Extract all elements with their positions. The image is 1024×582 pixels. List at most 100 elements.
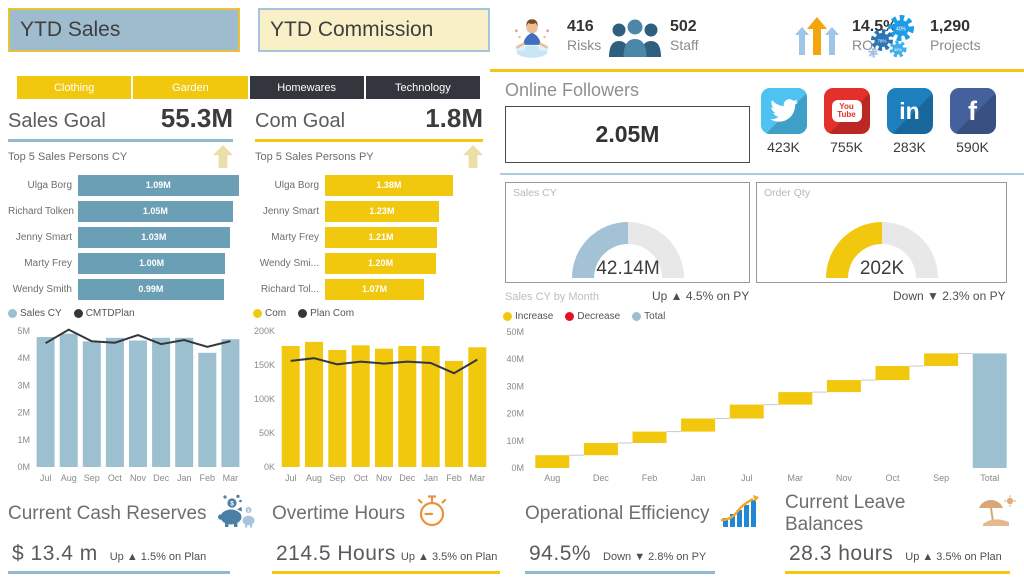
online-followers-value: 2.05M: [595, 121, 660, 147]
top5-salespersons-py-chart[interactable]: Ulga Borg 1.38M Jenny Smart 1.23M Marty …: [255, 172, 487, 303]
top5-bar-row[interactable]: Jenny Smart 1.03M: [8, 224, 240, 250]
svg-text:Feb: Feb: [642, 473, 658, 483]
svg-text:10M: 10M: [506, 436, 524, 446]
top5-bar-row[interactable]: Richard Tolken 1.05M: [8, 198, 240, 224]
salesperson-bar[interactable]: 1.07M: [325, 278, 424, 300]
sales-cy-gauge[interactable]: Sales CY 42.14M: [505, 182, 750, 283]
salesperson-bar[interactable]: 1.00M: [78, 252, 226, 274]
salesperson-bar[interactable]: 1.21M: [325, 226, 437, 248]
tab-clothing[interactable]: Clothing: [17, 76, 132, 99]
svg-text:Oct: Oct: [108, 473, 123, 483]
current-leave-balances-card[interactable]: Current Leave Balances 28.3 hours Up ▲ 3…: [785, 492, 1017, 580]
salesperson-bar[interactable]: 1.09M: [78, 174, 239, 196]
salesperson-bar[interactable]: 1.20M: [325, 252, 437, 274]
sales-cy-by-month-waterfall-chart[interactable]: 0M 10M 20M 30M 40M 50M Aug Dec Feb Jan Jul Mar Nov Oc…: [500, 326, 1018, 486]
staff-label: Staff: [670, 37, 699, 54]
svg-text:3M: 3M: [17, 380, 30, 390]
svg-text:0M: 0M: [511, 463, 524, 473]
social-follower-tiles: 423K You Tube 755K in 283K f 590K: [760, 88, 996, 155]
bar-growth-icon: [719, 494, 761, 534]
svg-text:2M: 2M: [17, 408, 30, 418]
svg-text:100K: 100K: [254, 394, 275, 404]
com-legend-label: Com: [265, 308, 287, 319]
twitter-tile[interactable]: 423K: [760, 88, 807, 155]
top5-bar-row[interactable]: Wendy Smith 0.99M: [8, 276, 240, 302]
svg-text:4M: 4M: [17, 353, 30, 363]
salesperson-name: Richard Tolken: [8, 205, 74, 217]
overtime-hours-card[interactable]: Overtime Hours 214.5 Hours Up ▲ 3.5% on …: [272, 494, 512, 580]
sales-cy-legend-label: Sales CY: [20, 308, 62, 319]
kpi-roi[interactable]: 14.5% ROI: [790, 8, 897, 64]
salesperson-name: Marty Frey: [24, 257, 72, 269]
linkedin-followers: 283K: [893, 139, 926, 155]
cash-reserves-delta: Up ▲ 1.5% on Plan: [109, 551, 207, 563]
svg-text:50M: 50M: [506, 327, 524, 337]
overtime-hours-delta: Up ▲ 3.5% on Plan: [400, 551, 498, 563]
tab-technology[interactable]: Technology: [365, 76, 480, 99]
sales-cy-legend-dot: [8, 309, 17, 318]
linkedin-tile[interactable]: in 283K: [886, 88, 933, 155]
up-arrow-icon: [213, 145, 233, 168]
salesperson-bar[interactable]: 1.38M: [325, 174, 453, 196]
svg-text:Jan: Jan: [691, 473, 706, 483]
total-legend-label: Total: [644, 311, 666, 322]
kpi-projects[interactable]: 40% 78% 45% 1,290 Projects: [868, 8, 981, 64]
com-vs-plan-chart[interactable]: 0K 50K 100K 150K 200K Jul Aug Sep Oct Nov Dec Jan Fe…: [253, 323, 493, 487]
top5-bar-row[interactable]: Jenny Smart 1.23M: [255, 198, 487, 224]
top5-bar-row[interactable]: Ulga Borg 1.09M: [8, 172, 240, 198]
top5-bar-row[interactable]: Ulga Borg 1.38M: [255, 172, 487, 198]
facebook-icon: f: [949, 88, 996, 134]
top5-bar-row[interactable]: Marty Frey 1.00M: [8, 250, 240, 276]
svg-text:Nov: Nov: [376, 473, 393, 483]
overtime-hours-title: Overtime Hours: [272, 503, 406, 524]
order-qty-gauge[interactable]: Order Qty 202K: [756, 182, 1007, 283]
online-followers-card[interactable]: 2.05M: [505, 106, 750, 163]
svg-text:Mar: Mar: [470, 473, 486, 483]
increase-legend-dot: [503, 312, 512, 321]
salesperson-bar[interactable]: 1.03M: [78, 226, 230, 248]
top5-bar-row[interactable]: Wendy Smi... 1.20M: [255, 250, 487, 276]
svg-text:Jul: Jul: [40, 473, 52, 483]
svg-text:78%: 78%: [877, 39, 886, 44]
salesperson-bar[interactable]: 0.99M: [78, 278, 224, 300]
top5-bar-row[interactable]: Marty Frey 1.21M: [255, 224, 487, 250]
sales-goal-card[interactable]: Sales Goal 55.3M: [8, 103, 233, 134]
cmtdplan-legend-label: CMTDPlan: [85, 308, 135, 319]
sales-combo-legend: Sales CY CMTDPlan: [8, 308, 135, 319]
cash-reserves-title: Current Cash Reserves: [8, 503, 207, 524]
top5-salespersons-cy-chart[interactable]: Ulga Borg 1.09M Richard Tolken 1.05M Jen…: [8, 172, 240, 303]
current-cash-reserves-card[interactable]: Current Cash Reserves $ $ $ 13.4 m Up ▲ 1…: [8, 494, 260, 580]
com-goal-value: 1.8M: [425, 103, 483, 133]
salesperson-name: Richard Tol...: [260, 283, 319, 295]
tab-garden[interactable]: Garden: [133, 76, 248, 99]
sales-cy-vs-plan-chart[interactable]: 0M 1M 2M 3M 4M 5M Jul Aug Sep Oct Nov Dec Jan Feb Mar: [8, 323, 246, 487]
operational-efficiency-card[interactable]: Operational Efficiency 94.5% Down ▼ 2.8%…: [525, 494, 773, 580]
cmtdplan-legend-dot: [73, 309, 83, 318]
svg-text:Jul: Jul: [285, 473, 297, 483]
leave-balances-underline: [785, 571, 1010, 574]
com-combo-legend: Com Plan Com: [253, 308, 354, 319]
ytd-commission-title-box[interactable]: YTD Commission: [258, 8, 490, 52]
svg-text:Aug: Aug: [61, 473, 77, 483]
salesperson-bar[interactable]: 1.23M: [325, 200, 439, 222]
top5-bar-row[interactable]: Richard Tol... 1.07M: [255, 276, 487, 302]
twitter-icon: [760, 88, 807, 134]
risks-value: 416: [567, 18, 594, 36]
kpi-staff[interactable]: 502 Staff: [608, 8, 699, 64]
com-goal-card[interactable]: Com Goal 1.8M: [255, 103, 483, 134]
tab-homewares[interactable]: Homewares: [249, 76, 364, 99]
svg-text:Feb: Feb: [446, 473, 462, 483]
increase-legend-label: Increase: [515, 311, 554, 322]
svg-text:Nov: Nov: [130, 473, 147, 483]
svg-text:Oct: Oct: [885, 473, 900, 483]
meditating-person-icon: [505, 12, 559, 60]
top5-py-subtitle: Top 5 Sales Persons PY: [255, 151, 374, 163]
youtube-tile[interactable]: You Tube 755K: [823, 88, 870, 155]
salesperson-bar[interactable]: 1.05M: [78, 200, 233, 222]
facebook-tile[interactable]: f 590K: [949, 88, 996, 155]
ytd-sales-title-box[interactable]: YTD Sales: [8, 8, 240, 52]
kpi-risks[interactable]: 416 Risks: [505, 8, 601, 64]
sales-goal-underline: [8, 139, 233, 142]
youtube-icon: You Tube: [823, 88, 870, 134]
